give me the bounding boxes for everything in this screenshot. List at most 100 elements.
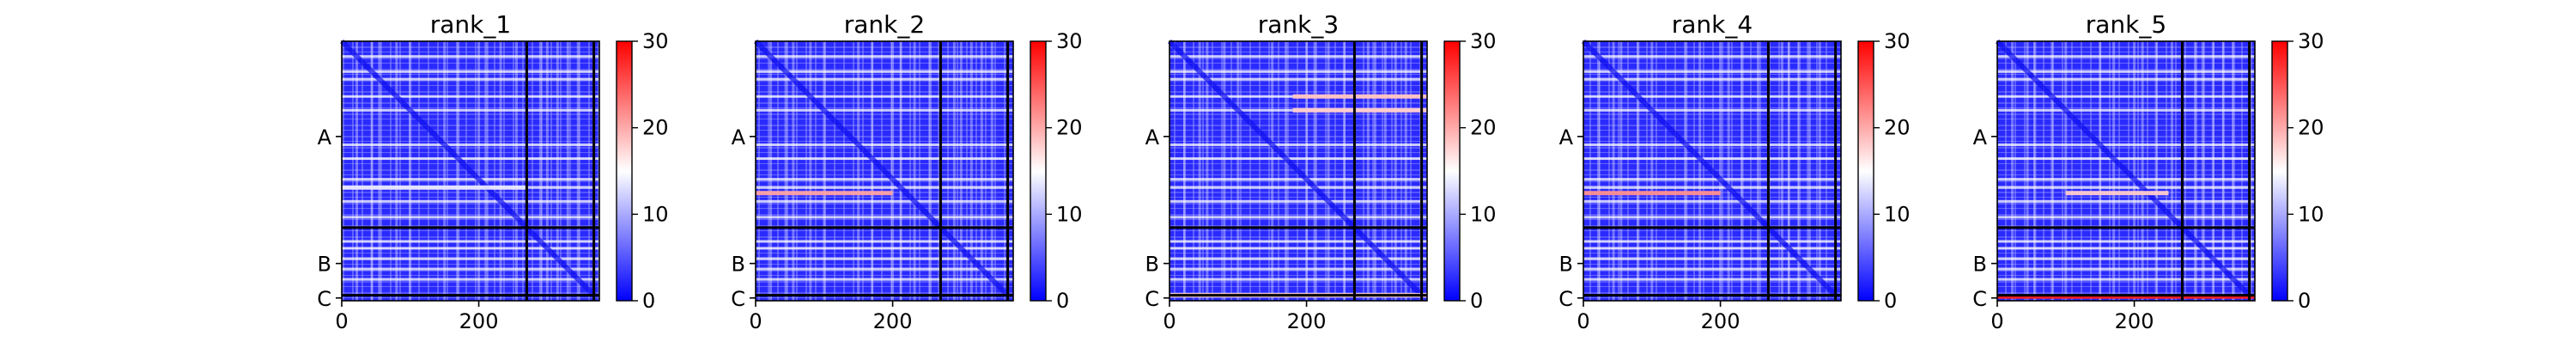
heatmap-row — [1583, 77, 1841, 81]
heatmap-col — [2221, 41, 2225, 301]
colorbar — [1858, 41, 1874, 301]
panel-title: rank_4 — [1672, 10, 1753, 39]
panel-title: rank_1 — [430, 10, 511, 39]
heatmap-row — [1997, 247, 2255, 250]
heatmap-col — [556, 41, 559, 301]
heatmap-col — [576, 41, 580, 301]
heatmap-row — [756, 157, 1013, 161]
panel-title: rank_2 — [844, 10, 925, 39]
axes-frame — [341, 40, 600, 302]
heatmap-col — [990, 41, 993, 301]
heatmap-col — [809, 41, 812, 301]
heatmap-row — [1170, 267, 1427, 271]
heatmap-row — [756, 178, 1013, 181]
colorbar-tick-label: 0 — [1470, 289, 1483, 313]
heatmap-col — [1366, 41, 1370, 301]
heatmap-col — [2201, 41, 2204, 301]
heatmap-col — [980, 41, 983, 301]
heatmap-row — [756, 70, 1013, 73]
heatmap-row — [342, 157, 599, 161]
colorbar-tick-label: 0 — [1056, 289, 1069, 313]
y-tick-label: B — [1559, 253, 1573, 277]
x-tick-label: 200 — [2115, 309, 2154, 333]
heatmap-row — [1583, 143, 1841, 146]
heatmap-col — [1285, 41, 1288, 301]
axes-frame — [1169, 40, 1428, 302]
heatmap-col — [2194, 41, 2197, 301]
heatmap-row — [342, 95, 599, 98]
colorbar-tick-label: 30 — [1056, 29, 1083, 53]
heatmap-row — [1583, 186, 1841, 189]
heatmap-row — [342, 55, 599, 58]
y-tick-label: C — [731, 287, 745, 311]
heatmap-row — [1997, 216, 2255, 219]
panel-title: rank_5 — [2086, 10, 2166, 39]
heatmap-col — [2211, 41, 2215, 301]
axes-frame — [755, 40, 1014, 302]
y-tick-label: C — [317, 287, 331, 311]
heatmap-row — [1583, 247, 1841, 250]
heatmap-row — [756, 216, 1013, 219]
heatmap-col — [1383, 41, 1387, 301]
heatmap-col — [1597, 41, 1601, 301]
heatmap-col — [1756, 41, 1759, 301]
colorbar-tick-label: 20 — [1884, 116, 1911, 140]
heatmap-col — [1342, 41, 1346, 301]
x-tick-label: 0 — [749, 309, 762, 333]
heatmap-col — [784, 41, 787, 301]
heatmap-col — [2011, 41, 2014, 301]
heatmap-col — [457, 41, 460, 301]
heatmap-high-error-row — [2065, 191, 2169, 196]
x-tick-label: 0 — [1163, 309, 1176, 333]
colorbar-tick-label: 10 — [2298, 202, 2324, 226]
heatmap-col — [1198, 41, 1201, 301]
heatmap-diagonal — [939, 225, 1010, 297]
heatmap-col — [566, 41, 569, 301]
colorbar-tick-label: 10 — [1470, 202, 1497, 226]
heatmap-row — [1170, 257, 1427, 260]
heatmap-col — [395, 41, 398, 301]
heatmap-high-error-row — [1997, 294, 2255, 299]
heatmap-col — [1305, 41, 1309, 301]
heatmap-row — [756, 55, 1013, 58]
heatmap-col — [1637, 41, 1640, 301]
heatmap-row — [1170, 55, 1427, 58]
heatmap-col — [1394, 41, 1397, 301]
y-tick-label: B — [732, 253, 745, 277]
colorbar-tick-label: 10 — [642, 202, 669, 226]
x-tick-label: 200 — [1287, 309, 1327, 333]
heatmap-row — [1997, 278, 2255, 281]
heatmap-col — [1797, 41, 1801, 301]
heatmap-row — [1583, 267, 1841, 271]
heatmap-high-error-row — [342, 185, 527, 190]
heatmap-high-error-row — [1583, 191, 1721, 196]
heatmap-diagonal — [1995, 39, 2184, 229]
heatmap-row — [756, 247, 1013, 250]
heatmap-row — [342, 240, 599, 243]
heatmap-row — [1583, 108, 1841, 112]
heatmap-col — [928, 41, 932, 301]
heatmap-col — [1650, 41, 1654, 301]
heatmap-row — [756, 77, 1013, 81]
heatmap-col — [443, 41, 447, 301]
heatmap-diagonal — [1352, 225, 1424, 297]
heatmap-row — [1170, 216, 1427, 219]
heatmap-diagonal — [2180, 225, 2251, 297]
heatmap-col — [514, 41, 518, 301]
heatmap-diagonal — [1581, 39, 1771, 229]
heatmap-col — [2026, 41, 2029, 301]
heatmap-diagonal — [1766, 225, 1838, 297]
heatmap-row — [1583, 95, 1841, 98]
heatmap-row — [1170, 157, 1427, 161]
colorbar — [1444, 41, 1460, 301]
heatmap-diagonal — [339, 39, 529, 229]
heatmap-col — [871, 41, 874, 301]
heatmap-row — [342, 178, 599, 181]
heatmap-row — [756, 186, 1013, 189]
heatmap-row — [1170, 77, 1427, 81]
heatmap-col — [1313, 41, 1316, 301]
heatmap-row — [1170, 178, 1427, 181]
